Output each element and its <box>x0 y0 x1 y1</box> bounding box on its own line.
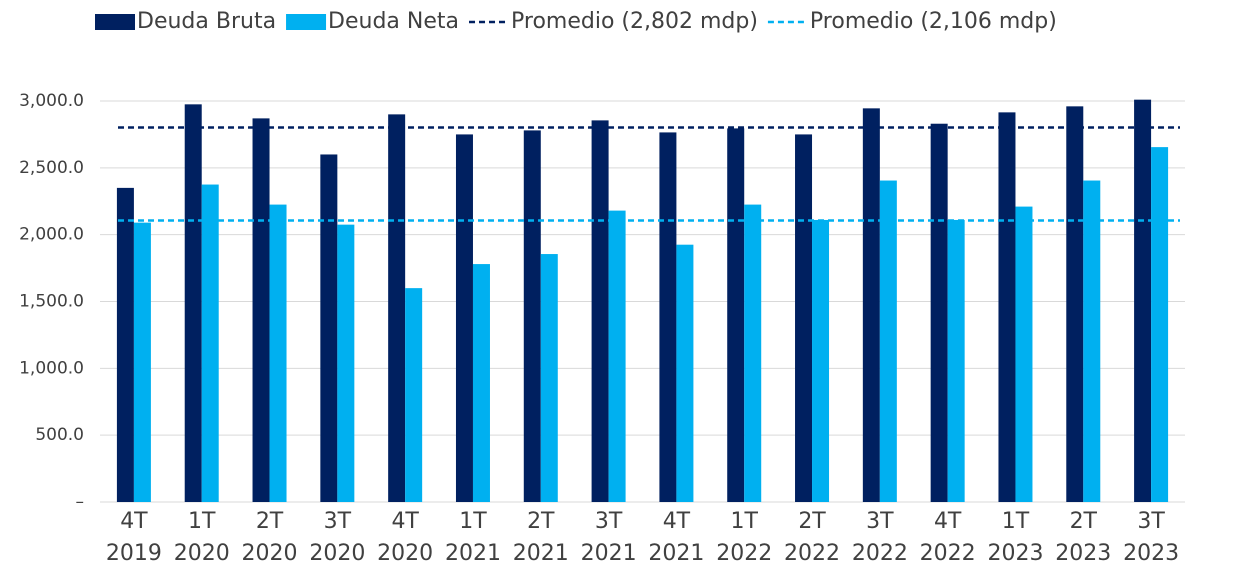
bar <box>998 112 1016 502</box>
x-tick-label: 4T 2020 <box>377 509 434 566</box>
bar <box>676 244 694 503</box>
bar <box>472 264 490 502</box>
bar <box>879 180 897 502</box>
x-tick-label: 3T 2021 <box>580 509 637 566</box>
y-tick-label: 2,500.0 <box>19 158 84 178</box>
y-tick-label: – <box>76 492 85 512</box>
bar <box>252 118 270 503</box>
bar <box>812 219 830 503</box>
legend-label: Deuda Neta <box>328 9 459 34</box>
bar <box>608 210 626 502</box>
bar <box>184 104 202 502</box>
bar <box>1151 147 1169 503</box>
bar <box>337 224 355 502</box>
bar <box>116 187 134 502</box>
y-tick-label: 1,000.0 <box>19 358 84 378</box>
x-tick-label: 2T 2020 <box>241 509 298 566</box>
bar <box>523 130 541 502</box>
x-tick-label: 4T 2022 <box>919 509 976 566</box>
bar <box>405 288 423 502</box>
x-tick-label: 3T 2022 <box>851 509 908 566</box>
x-tick-label: 1T 2021 <box>444 509 501 566</box>
y-tick-label: 500.0 <box>35 425 84 445</box>
bar <box>540 254 558 502</box>
x-tick-label: 4T 2021 <box>648 509 705 566</box>
bar <box>320 154 338 502</box>
y-tick-label: 2,000.0 <box>19 225 84 245</box>
y-tick-label: 3,000.0 <box>19 91 84 111</box>
bar <box>1015 206 1033 502</box>
bar <box>862 108 880 502</box>
x-tick-label: 1T 2020 <box>173 509 230 566</box>
legend-swatch <box>286 14 327 30</box>
bar <box>201 184 219 502</box>
bar <box>133 222 151 503</box>
x-tick-label: 4T 2019 <box>105 509 162 566</box>
legend-label: Deuda Bruta <box>137 9 276 34</box>
bar <box>269 204 287 502</box>
bar <box>744 204 762 502</box>
bar <box>455 134 473 502</box>
bar <box>727 128 745 502</box>
bar <box>1083 180 1101 502</box>
x-tick-label: 2T 2023 <box>1055 509 1112 566</box>
x-tick-label: 3T 2020 <box>309 509 366 566</box>
x-tick-label: 3T 2023 <box>1123 509 1180 566</box>
legend-swatch <box>95 14 135 30</box>
bar <box>947 219 965 503</box>
bar <box>659 132 677 502</box>
y-tick-label: 1,500.0 <box>19 292 84 312</box>
bar <box>388 114 406 502</box>
bar <box>1134 99 1152 502</box>
bar <box>930 123 948 503</box>
legend-label: Promedio (2,802 mdp) <box>511 9 758 34</box>
x-tick-label: 1T 2022 <box>716 509 773 566</box>
x-tick-label: 2T 2022 <box>784 509 841 566</box>
x-tick-label: 1T 2023 <box>987 509 1044 566</box>
bar <box>795 134 813 502</box>
legend-label: Promedio (2,106 mdp) <box>810 9 1057 34</box>
x-tick-label: 2T 2021 <box>512 509 569 566</box>
bar <box>591 120 609 503</box>
bar <box>1066 106 1084 502</box>
